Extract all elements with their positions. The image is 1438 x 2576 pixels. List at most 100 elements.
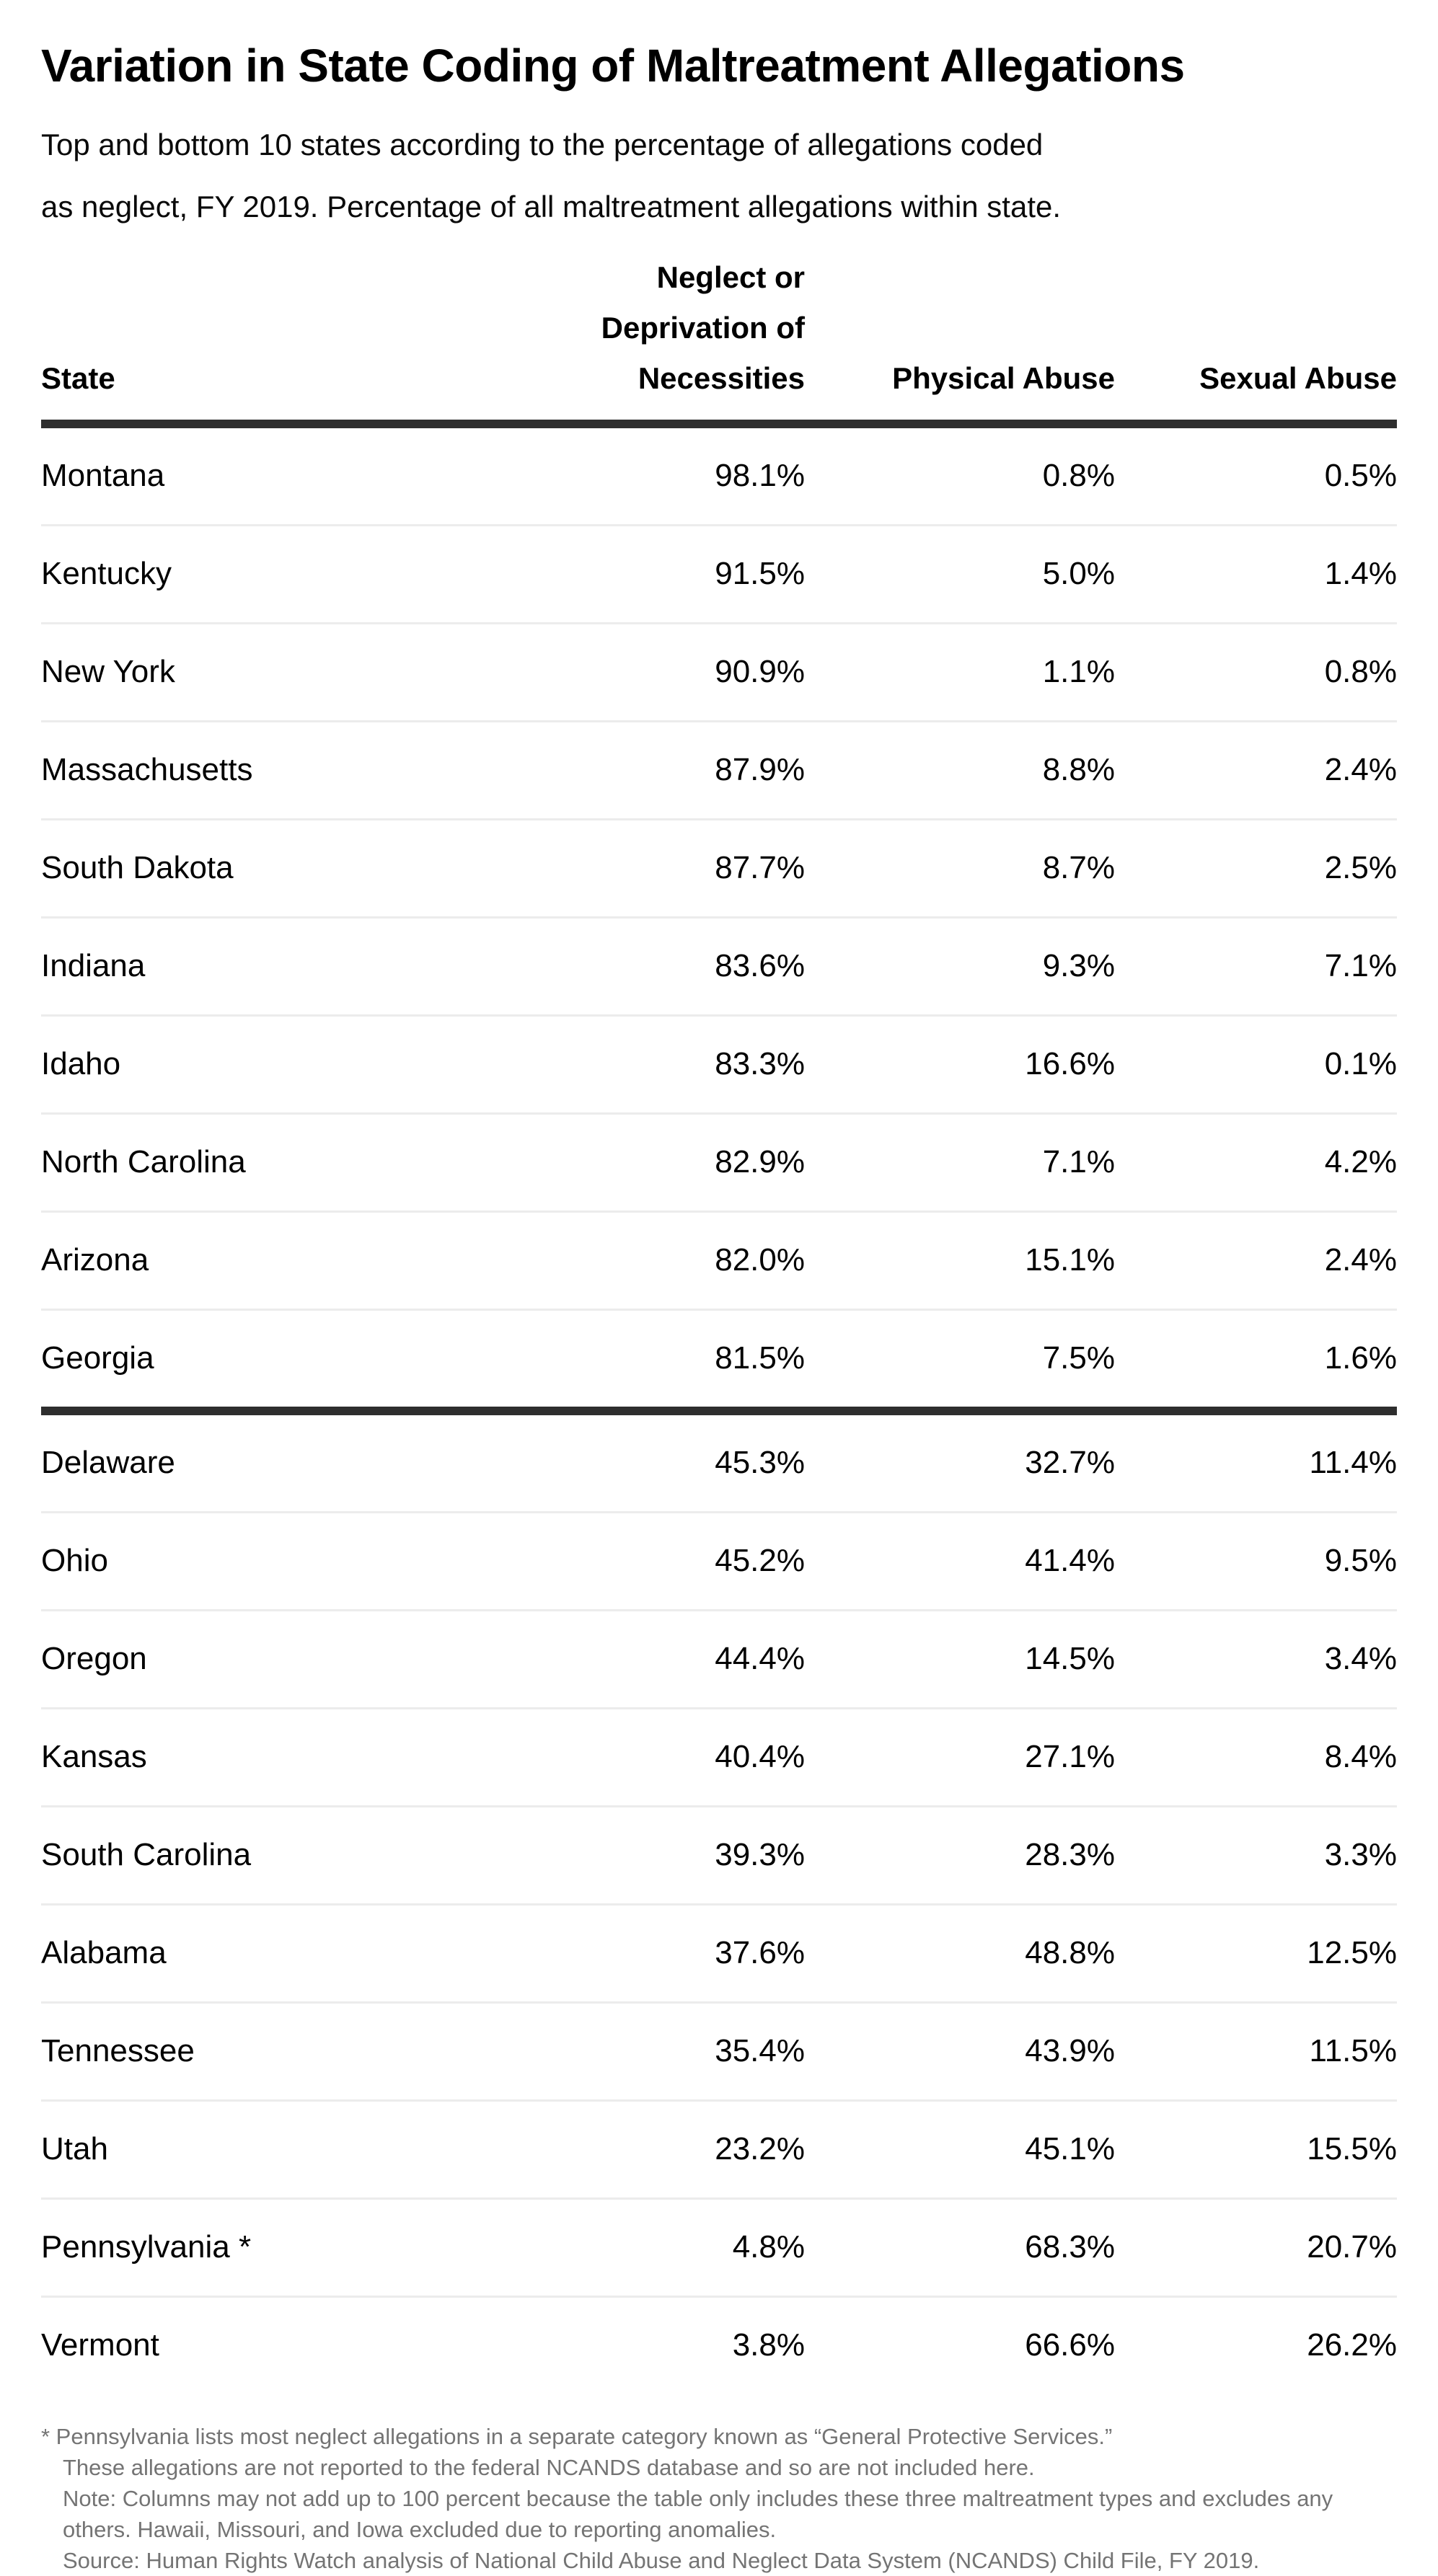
physical-abuse-value: 32.7% — [805, 1407, 1115, 1513]
sexual-abuse-value: 9.5% — [1115, 1511, 1397, 1611]
neglect-value: 40.4% — [445, 1707, 805, 1807]
table-row: Idaho 83.3% 16.6% 0.1% — [41, 1014, 1397, 1114]
state-cell: Delaware — [41, 1407, 445, 1513]
table-row: Indiana 83.6% 9.3% 7.1% — [41, 916, 1397, 1016]
physical-abuse-value: 15.1% — [805, 1210, 1115, 1310]
footnote-note: Note: Columns may not add up to 100 perc… — [63, 2486, 1333, 2543]
physical-abuse-value: 8.7% — [805, 818, 1115, 918]
table-row: Pennsylvania * 4.8% 68.3% 20.7% — [41, 2197, 1397, 2297]
sexual-abuse-value: 20.7% — [1115, 2197, 1397, 2297]
neglect-value: 90.9% — [445, 622, 805, 722]
sexual-abuse-value: 3.4% — [1115, 1609, 1397, 1709]
physical-abuse-value: 68.3% — [805, 2197, 1115, 2297]
physical-abuse-value: 48.8% — [805, 1903, 1115, 2003]
table-row: Arizona 82.0% 15.1% 2.4% — [41, 1210, 1397, 1310]
state-cell: Alabama — [41, 1903, 445, 2003]
sexual-abuse-value: 12.5% — [1115, 1903, 1397, 2003]
neglect-value: 98.1% — [715, 458, 805, 494]
table-row: South Carolina 39.3% 28.3% 3.3% — [41, 1805, 1397, 1905]
page-title: Variation in State Coding of Maltreatmen… — [41, 40, 1185, 92]
footnotes: * Pennsylvania lists most neglect allega… — [41, 2421, 1397, 2576]
col-header-physical-abuse: Physical Abuse — [805, 252, 1115, 429]
table-row: Alabama 37.6% 48.8% 12.5% — [41, 1903, 1397, 2003]
state-cell: Georgia — [41, 1309, 445, 1412]
table-row: Oregon 44.4% 14.5% 3.4% — [41, 1609, 1397, 1709]
physical-abuse-value: 1.1% — [805, 622, 1115, 722]
sexual-abuse-value: 2.4% — [1115, 1210, 1397, 1310]
sexual-abuse-value: 2.4% — [1115, 720, 1397, 820]
neglect-value: 35.4% — [445, 2001, 805, 2101]
state-cell: Pennsylvania * — [41, 2197, 445, 2297]
state-cell: Tennessee — [41, 2001, 445, 2101]
physical-abuse-value: 16.6% — [805, 1014, 1115, 1114]
table-row: South Dakota 87.7% 8.7% 2.5% — [41, 818, 1397, 918]
table-row-bottom-group-start: Delaware 45.3% 32.7% 11.4% — [41, 1407, 1397, 1513]
neglect-value: 83.6% — [445, 916, 805, 1016]
table-row: New York 90.9% 1.1% 0.8% — [41, 622, 1397, 722]
table-row: Utah 23.2% 45.1% 15.5% — [41, 2099, 1397, 2199]
sexual-abuse-value: 15.5% — [1115, 2099, 1397, 2199]
neglect-value: 45.3% — [445, 1407, 805, 1513]
sexual-abuse-value: 0.1% — [1115, 1014, 1397, 1114]
state-cell: New York — [41, 622, 445, 722]
state-cell: Kentucky — [41, 524, 445, 624]
neglect-value: 3.8% — [445, 2296, 805, 2394]
neglect-value: 23.2% — [445, 2099, 805, 2199]
sexual-abuse-value: 8.4% — [1115, 1707, 1397, 1807]
state-cell: Kansas — [41, 1707, 445, 1807]
page-subtitle: Top and bottom 10 states according to th… — [41, 128, 1062, 224]
neglect-value: 91.5% — [445, 524, 805, 624]
sexual-abuse-value: 11.5% — [1115, 2001, 1397, 2101]
maltreatment-table: State Neglect or Deprivation of Necessit… — [41, 252, 1397, 2394]
table-row: Kansas 40.4% 27.1% 8.4% — [41, 1707, 1397, 1807]
sexual-abuse-value: 2.5% — [1115, 818, 1397, 918]
table-row: Tennessee 35.4% 43.9% 11.5% — [41, 2001, 1397, 2101]
neglect-value: 81.5% — [445, 1309, 805, 1412]
table-row: Montana 98.1% 0.8% 0.5% — [41, 424, 1397, 526]
state-cell: Oregon — [41, 1609, 445, 1709]
neglect-value: 37.6% — [445, 1903, 805, 2003]
neglect-value: 83.3% — [445, 1014, 805, 1114]
physical-abuse-value: 41.4% — [805, 1511, 1115, 1611]
table-row: Massachusetts 87.9% 8.8% 2.4% — [41, 720, 1397, 820]
sexual-abuse-value: 0.8% — [1115, 622, 1397, 722]
sexual-abuse-value: 0.5% — [1324, 458, 1397, 494]
col-header-neglect: Neglect or Deprivation of Necessities — [445, 252, 805, 429]
physical-abuse-value: 45.1% — [805, 2099, 1115, 2199]
state-cell: Massachusetts — [41, 720, 445, 820]
table-body: Montana 98.1% 0.8% 0.5% Kentucky 91.5% 5… — [41, 424, 1397, 2394]
col-header-sexual-abuse: Sexual Abuse — [1115, 252, 1397, 429]
sexual-abuse-value: 1.6% — [1115, 1309, 1397, 1412]
footnote-source: Source: Human Rights Watch analysis of N… — [63, 2548, 1260, 2574]
sexual-abuse-value: 7.1% — [1115, 916, 1397, 1016]
physical-abuse-value: 28.3% — [805, 1805, 1115, 1905]
footnote-asterisk-continued: These allegations are not reported to th… — [63, 2455, 1035, 2481]
table-header: State Neglect or Deprivation of Necessit… — [41, 252, 1397, 429]
state-cell: Montana — [41, 458, 165, 494]
neglect-value: 87.7% — [445, 818, 805, 918]
state-cell: North Carolina — [41, 1112, 445, 1212]
state-cell: Vermont — [41, 2296, 445, 2394]
table-row: Ohio 45.2% 41.4% 9.5% — [41, 1511, 1397, 1611]
physical-abuse-value: 43.9% — [805, 2001, 1115, 2101]
table-row: Kentucky 91.5% 5.0% 1.4% — [41, 524, 1397, 624]
state-cell: Idaho — [41, 1014, 445, 1114]
sexual-abuse-value: 3.3% — [1115, 1805, 1397, 1905]
physical-abuse-value: 66.6% — [805, 2296, 1115, 2394]
table-row: Vermont 3.8% 66.6% 26.2% — [41, 2296, 1397, 2394]
header-row: State Neglect or Deprivation of Necessit… — [41, 252, 1397, 429]
state-cell: South Carolina — [41, 1805, 445, 1905]
table-row: North Carolina 82.9% 7.1% 4.2% — [41, 1112, 1397, 1212]
neglect-value: 44.4% — [445, 1609, 805, 1709]
sexual-abuse-value: 26.2% — [1115, 2296, 1397, 2394]
physical-abuse-value: 9.3% — [805, 916, 1115, 1016]
neglect-value: 45.2% — [445, 1511, 805, 1611]
physical-abuse-value: 7.1% — [805, 1112, 1115, 1212]
physical-abuse-value: 0.8% — [1042, 458, 1115, 494]
physical-abuse-value: 5.0% — [805, 524, 1115, 624]
state-cell: Ohio — [41, 1511, 445, 1611]
neglect-value: 82.9% — [445, 1112, 805, 1212]
neglect-value: 4.8% — [445, 2197, 805, 2297]
physical-abuse-value: 7.5% — [805, 1309, 1115, 1412]
